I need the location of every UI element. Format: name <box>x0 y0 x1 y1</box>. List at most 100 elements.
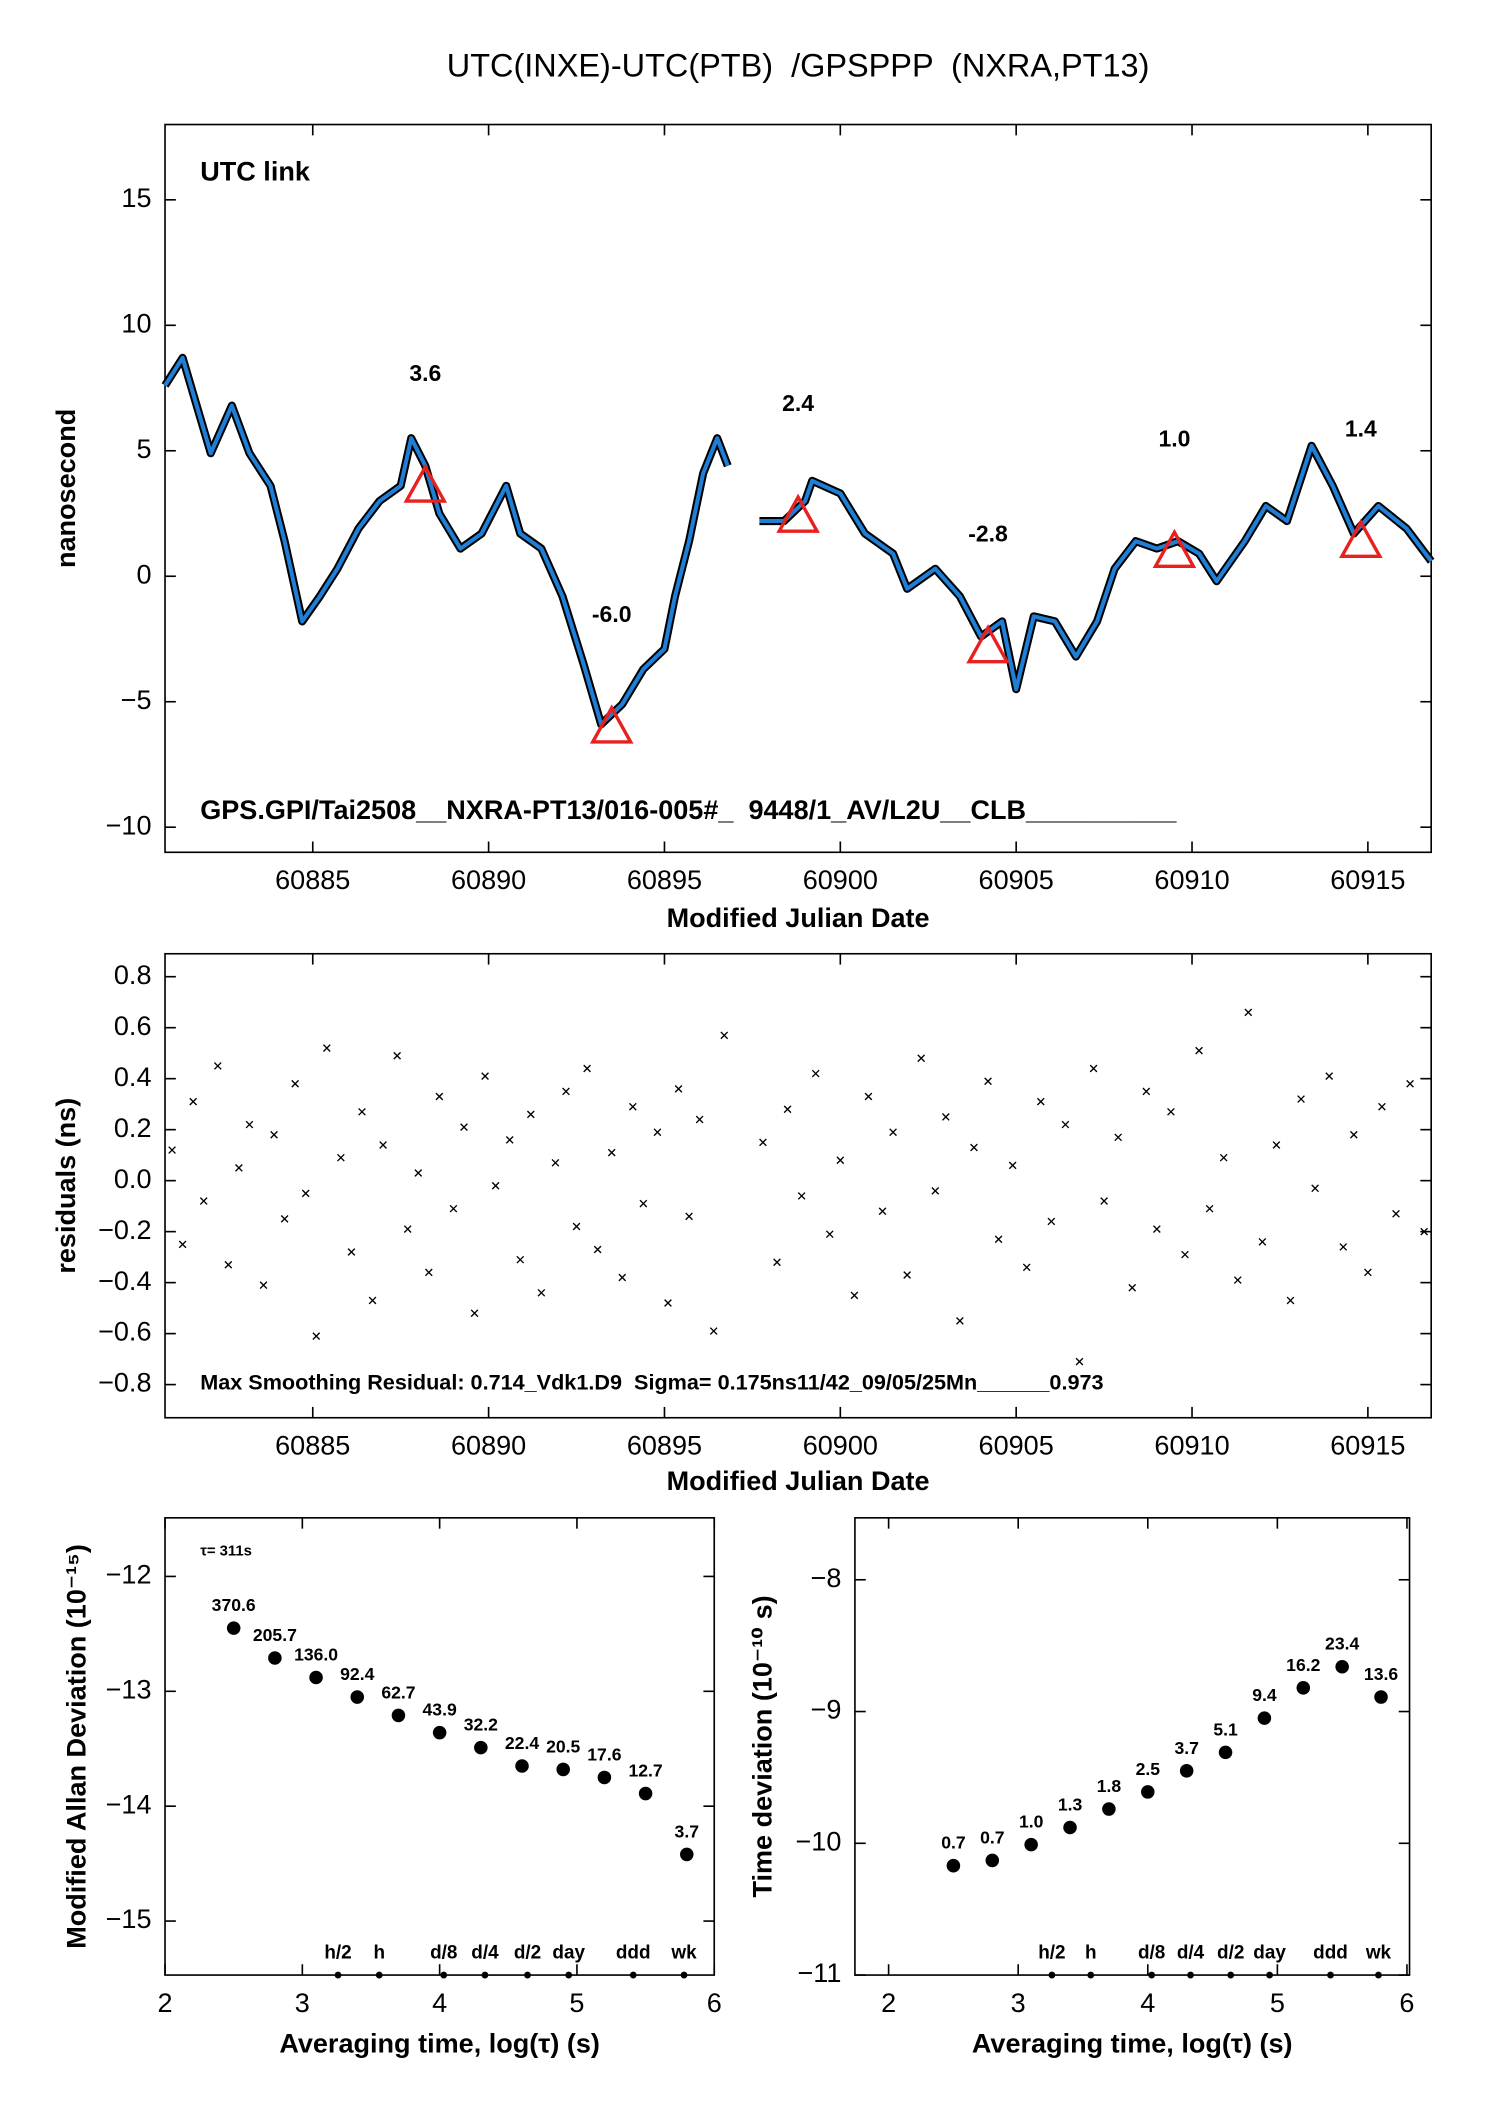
x-axis-label: Modified Julian Date <box>667 903 930 933</box>
time-marker <box>1375 1971 1382 1979</box>
deviation-point <box>1296 1681 1311 1695</box>
y-tick-label: −5 <box>121 685 152 715</box>
x-tick-label: 2 <box>881 1988 896 2018</box>
x-tick-label: 3 <box>1011 1988 1026 2018</box>
point-label: 0.7 <box>980 1827 1004 1847</box>
time-marker-label: d/4 <box>1177 1942 1205 1963</box>
residual-point <box>368 1296 377 1305</box>
residual-point <box>994 1235 1003 1244</box>
triangle-label: 2.4 <box>782 390 814 416</box>
y-tick-label: 0.4 <box>114 1062 152 1092</box>
deviation-point <box>226 1621 241 1635</box>
point-label: 1.8 <box>1097 1776 1122 1796</box>
residual-point <box>235 1164 243 1172</box>
residual-point <box>347 1248 356 1256</box>
residual-point <box>213 1062 222 1070</box>
residual-point <box>956 1317 964 1325</box>
residual-point <box>403 1225 412 1233</box>
point-label: 2.5 <box>1136 1759 1161 1779</box>
residual-point <box>322 1044 331 1052</box>
deviation-point <box>1335 1659 1349 1674</box>
point-label: 3.7 <box>1174 1738 1198 1758</box>
residual-point <box>984 1077 992 1086</box>
y-tick-label: −13 <box>106 1674 152 1704</box>
residual-point <box>551 1158 560 1167</box>
time-marker <box>1087 1971 1095 1979</box>
residual-point <box>1089 1064 1098 1073</box>
x-tick-label: 60910 <box>1154 1431 1229 1461</box>
deviation-point <box>1024 1837 1038 1852</box>
residual-point <box>1272 1141 1281 1149</box>
time-marker-label: d/2 <box>514 1942 541 1963</box>
residual-point <box>1349 1130 1358 1139</box>
deviation-point <box>1179 1764 1194 1778</box>
plot-frame <box>854 1517 1411 1976</box>
x-tick-label: 6 <box>707 1988 722 2018</box>
residual-point <box>1100 1197 1108 1205</box>
residual-point <box>1286 1296 1295 1305</box>
residual-point <box>931 1186 940 1195</box>
deviation-point <box>1141 1785 1155 1799</box>
residual-point <box>301 1189 310 1198</box>
residual-point <box>1325 1072 1334 1080</box>
residual-point <box>889 1128 897 1137</box>
point-label: 9.4 <box>1252 1685 1277 1705</box>
deviation-point <box>515 1759 529 1773</box>
y-axis-label: Modified Allan Deviation (10⁻¹⁵) <box>62 1544 92 1949</box>
residual-point <box>1181 1250 1189 1259</box>
time-marker <box>1148 1971 1156 1979</box>
deviation-point <box>680 1847 694 1862</box>
point-label: 20.5 <box>546 1736 580 1756</box>
time-marker <box>1227 1971 1235 1979</box>
residual-point <box>639 1199 648 1208</box>
residual-point <box>825 1230 834 1239</box>
residual-point <box>505 1135 514 1144</box>
x-tick-label: 3 <box>295 1988 310 2018</box>
residual-point <box>189 1097 198 1106</box>
chart-title: UTC(INXE)-UTC(PTB) /GPSPPP (NXRA,PT13) <box>447 47 1150 83</box>
point-label: 22.4 <box>505 1733 539 1753</box>
x-tick-label: 6 <box>1399 1988 1414 2018</box>
residual-point <box>1061 1120 1070 1129</box>
point-label: 3.7 <box>675 1821 699 1841</box>
residual-point <box>850 1291 859 1300</box>
x-tick-label: 60915 <box>1330 1431 1405 1461</box>
x-tick-label: 60890 <box>451 865 526 895</box>
x-tick-label: 60895 <box>627 865 702 895</box>
time-marker-label: wk <box>670 1942 697 1963</box>
residual-point <box>1406 1079 1414 1088</box>
deviation-point <box>638 1786 653 1801</box>
residual-point <box>449 1204 458 1213</box>
x-tick-label: 4 <box>432 1988 447 2018</box>
x-tick-label: 60900 <box>803 1431 878 1461</box>
x-tick-label: 60910 <box>1154 865 1229 895</box>
point-label: 205.7 <box>253 1625 297 1645</box>
residual-point <box>460 1123 468 1131</box>
y-tick-label: 0.0 <box>114 1164 152 1194</box>
residual-point <box>562 1087 570 1096</box>
residual-point <box>1311 1184 1319 1193</box>
residual-point <box>1047 1217 1056 1226</box>
triangle-marker <box>966 624 1010 664</box>
residual-point <box>291 1079 300 1088</box>
time-marker <box>680 1971 688 1979</box>
residual-point <box>572 1222 581 1231</box>
triangle-marker <box>1339 518 1383 558</box>
point-label: 16.2 <box>1286 1655 1320 1675</box>
residual-point <box>270 1130 278 1139</box>
plot-frame <box>164 952 1432 1419</box>
x-axis-label: Modified Julian Date <box>667 1466 930 1496</box>
plot-frame <box>164 123 1432 854</box>
point-label: 5.1 <box>1213 1719 1238 1739</box>
time-marker-label: day <box>552 1942 585 1963</box>
x-tick-label: 60905 <box>979 1431 1054 1461</box>
annotation: GPS.GPI/Tai2508__NXRA-PT13/016-005#_ 944… <box>200 795 1177 825</box>
residual-point <box>1233 1276 1242 1284</box>
y-tick-label: 0 <box>136 559 151 589</box>
residual-point <box>811 1069 820 1078</box>
residual-point <box>1195 1046 1203 1055</box>
residual-point <box>1364 1268 1372 1277</box>
residual-point <box>526 1110 535 1119</box>
x-axis-label: Averaging time, log(τ) (s) <box>972 2029 1293 2059</box>
